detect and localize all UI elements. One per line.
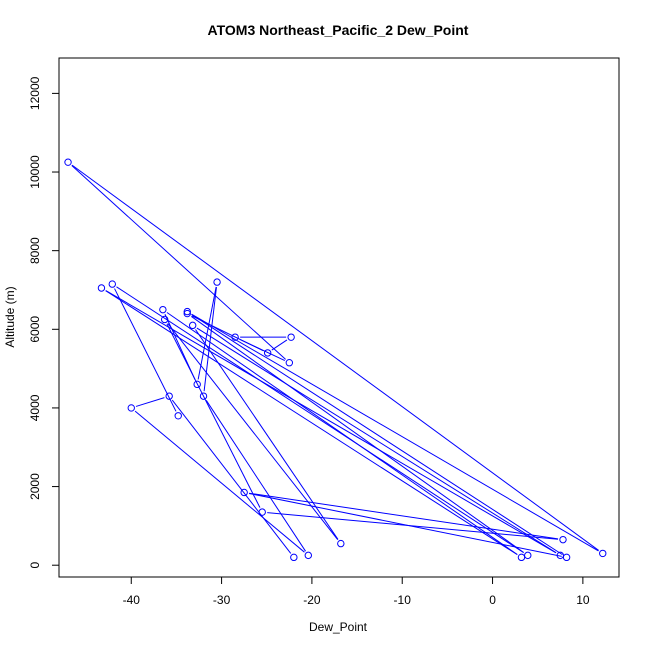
data-point [160, 315, 169, 324]
data-point [127, 404, 135, 412]
y-tick-label: 8000 [28, 237, 42, 264]
x-tick-label: -10 [394, 593, 412, 607]
series-segment [197, 286, 217, 380]
series-segment [135, 397, 165, 407]
y-axis: 0 2000 4000 6000 8000 10000 12000 [28, 76, 59, 569]
series-segment [116, 286, 524, 554]
x-axis-label: Dew_Point [309, 620, 368, 634]
series-segment [191, 313, 599, 552]
y-tick-label: 10000 [28, 155, 42, 189]
series-segment [195, 329, 339, 540]
series-segment [166, 323, 261, 508]
data-point [174, 412, 182, 420]
y-tick-label: 6000 [28, 316, 42, 343]
data-point [599, 549, 607, 558]
series-layer [64, 158, 607, 562]
data-point [108, 280, 116, 288]
data-point [231, 333, 239, 341]
data-point [517, 553, 526, 562]
series-segment [205, 400, 306, 552]
y-tick-label: 4000 [28, 394, 42, 421]
y-tick-label: 2000 [28, 473, 42, 500]
series-segment [171, 399, 292, 554]
series-segment [105, 290, 518, 556]
data-point [193, 380, 201, 389]
series-segment [105, 290, 557, 554]
series-segment [249, 492, 559, 540]
series-segment [191, 315, 264, 352]
series-segment [196, 327, 557, 554]
data-point [213, 278, 221, 286]
data-point [97, 284, 106, 292]
data-point [337, 539, 345, 548]
series-segment [248, 492, 562, 557]
data-point [524, 551, 532, 560]
data-point [562, 553, 571, 562]
series-segment [71, 164, 600, 551]
series-segment [191, 316, 524, 553]
data-point [183, 309, 191, 318]
data-point [64, 158, 72, 166]
data-point [290, 553, 298, 562]
y-tick-label: 12000 [28, 76, 42, 110]
y-tick-label: 0 [28, 562, 42, 569]
series-segment [203, 287, 217, 392]
series-segment [114, 288, 177, 412]
data-point [159, 305, 167, 314]
x-tick-label: 10 [576, 593, 590, 607]
x-axis: -40 -30 -20 -10 0 10 [123, 577, 590, 607]
data-point [199, 392, 208, 400]
data-point [188, 321, 197, 330]
data-point [304, 551, 312, 560]
data-point [258, 508, 266, 516]
x-tick-label: -30 [213, 593, 231, 607]
chart-title: ATOM3 Northeast_Pacific_2 Dew_Point [208, 22, 469, 38]
series-segment [167, 323, 339, 540]
data-point [287, 333, 295, 341]
plot-frame [58, 57, 620, 578]
data-point [559, 535, 567, 544]
y-axis-label: Altitude (m) [3, 286, 17, 347]
series-segment [134, 410, 305, 553]
data-point [285, 359, 294, 367]
data-point [183, 307, 191, 316]
series-segment [71, 165, 286, 360]
x-tick-label: -40 [123, 593, 141, 607]
series-segment [166, 312, 518, 555]
x-tick-label: -20 [303, 593, 321, 607]
series-segment [191, 313, 563, 556]
data-point [240, 488, 248, 497]
data-point [165, 392, 173, 400]
series-segment [271, 339, 288, 351]
x-tick-label: 0 [489, 593, 496, 607]
data-point [263, 349, 272, 357]
